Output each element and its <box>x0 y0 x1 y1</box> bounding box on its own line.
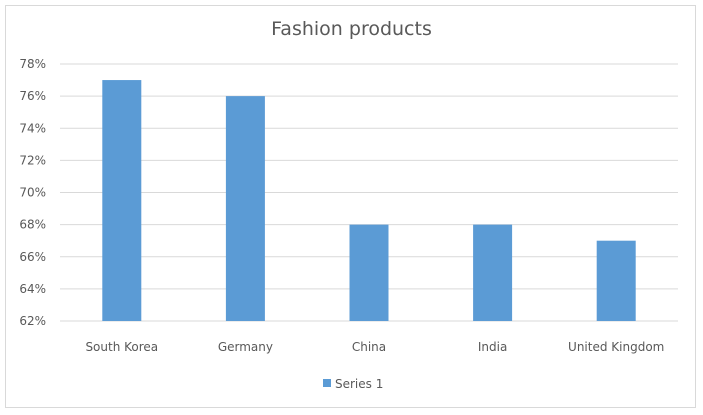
legend-swatch <box>323 379 331 387</box>
x-tick-label: China <box>352 340 386 354</box>
bars <box>102 80 636 321</box>
bar-united-kingdom <box>596 240 636 321</box>
bar-germany <box>225 96 265 321</box>
y-tick-label: 62% <box>19 314 46 328</box>
x-tick-label: South Korea <box>85 340 158 354</box>
y-tick-label: 66% <box>19 250 46 264</box>
y-tick-label: 74% <box>19 121 46 135</box>
bar-south-korea <box>102 80 142 321</box>
y-tick-label: 68% <box>19 218 46 232</box>
y-tick-label: 76% <box>19 89 46 103</box>
y-tick-label: 64% <box>19 282 46 296</box>
y-tick-label: 70% <box>19 186 46 200</box>
chart-title: Fashion products <box>271 18 432 40</box>
y-tick-label: 72% <box>19 153 46 167</box>
bar-china <box>349 224 389 321</box>
legend: Series 1 <box>323 377 383 391</box>
x-tick-label: India <box>478 340 507 354</box>
bar-india <box>473 224 513 321</box>
x-tick-label: United Kingdom <box>568 340 664 354</box>
y-tick-label: 78% <box>19 57 46 71</box>
x-tick-label: Germany <box>218 340 273 354</box>
legend-label: Series 1 <box>335 377 383 391</box>
y-axis-ticks: 62% 64% 66% 68% 70% 72% 74% 76% 78% <box>19 57 46 328</box>
x-axis-ticks: South Korea Germany China India United Kingd… <box>85 340 664 354</box>
